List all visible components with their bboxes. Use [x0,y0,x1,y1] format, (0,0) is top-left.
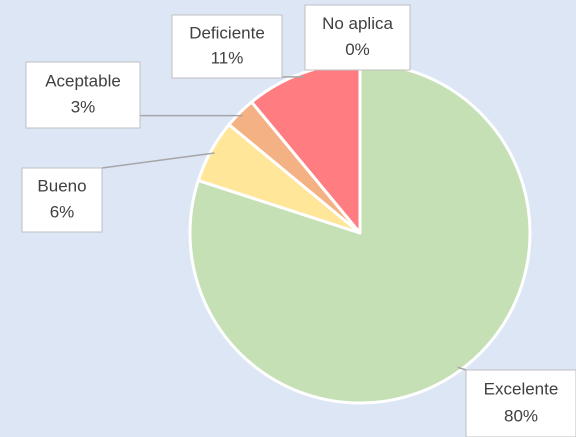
label-box [171,14,283,79]
leader-line [101,152,215,169]
category-label: Bueno [37,177,86,196]
label-box [465,369,576,437]
label-box [304,4,411,71]
category-label: Deficiente [189,23,265,42]
data-label: 6% [50,202,75,221]
label-box [25,61,141,129]
category-label: Excelente [484,380,559,399]
data-label: 11% [211,49,244,68]
leader-line [457,366,467,371]
data-label: 80% [504,406,538,425]
category-label: Aceptable [45,71,121,90]
pie-slice [188,61,532,405]
label-box [21,167,103,233]
category-label: No aplica [322,14,393,33]
data-label: 0% [345,40,370,59]
data-label: 3% [71,98,96,117]
